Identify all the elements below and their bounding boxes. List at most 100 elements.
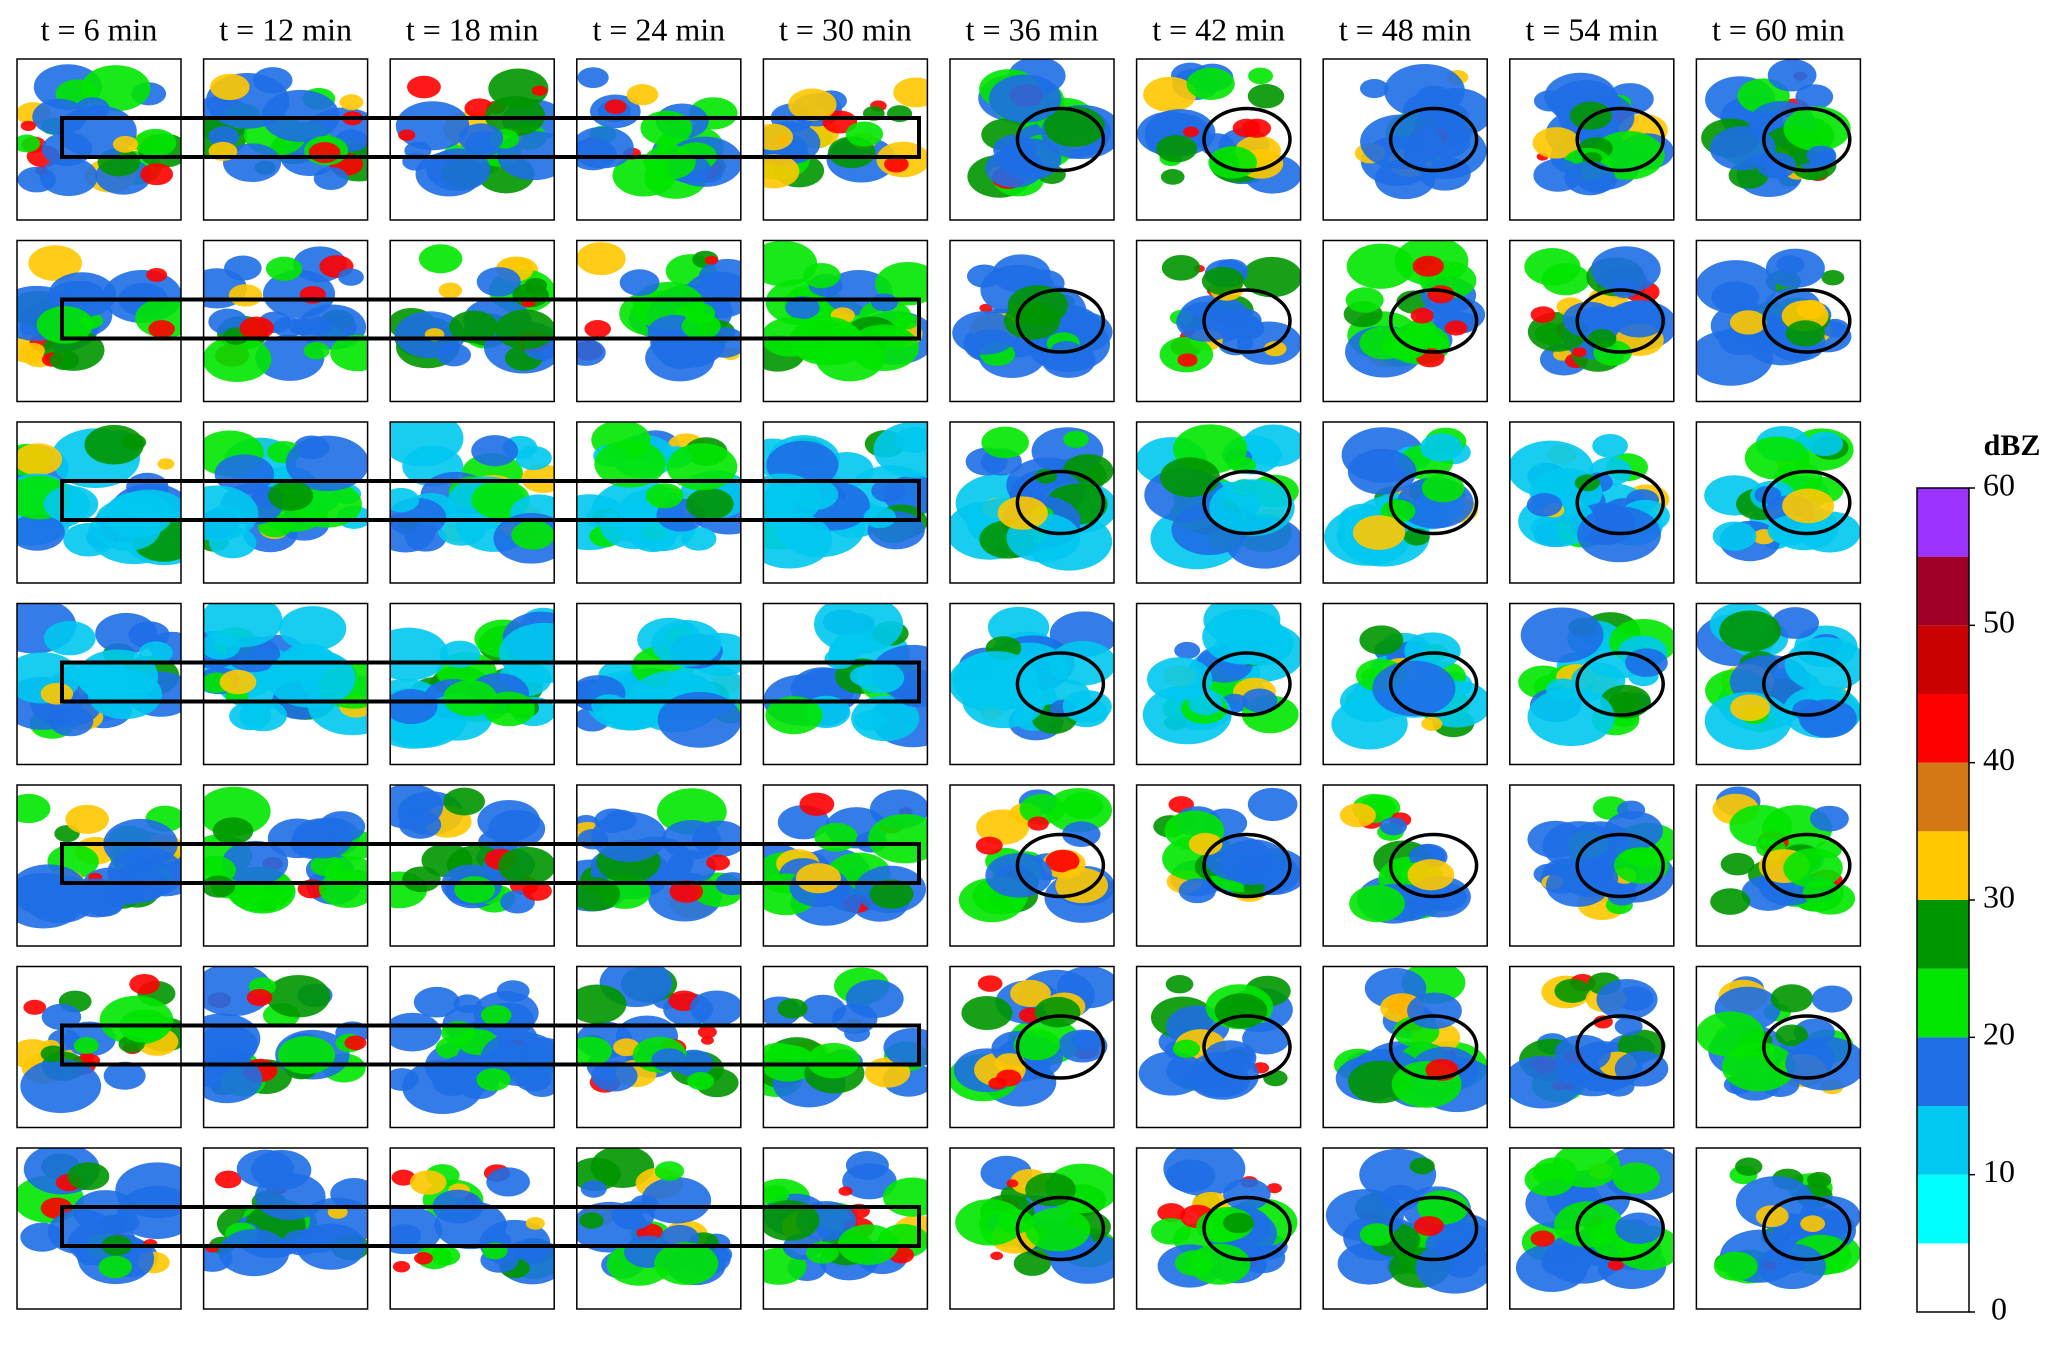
echo — [1409, 1157, 1435, 1175]
echo-field — [1710, 786, 1856, 915]
echo — [814, 603, 904, 654]
panel-frame — [1695, 965, 1862, 1129]
echo — [998, 138, 1062, 180]
echo — [777, 998, 808, 1019]
echo — [1010, 979, 1051, 1008]
echo — [1384, 63, 1465, 118]
panel-frame — [202, 784, 369, 947]
echo — [480, 1005, 512, 1026]
echo — [522, 881, 552, 901]
radar-panel — [762, 965, 929, 1129]
echo — [239, 316, 275, 340]
colorbar-band — [1917, 1174, 1969, 1244]
radar-panel — [762, 1147, 929, 1310]
echo — [453, 994, 482, 1014]
colorbar-tick-label: 60 — [1983, 466, 2015, 502]
highlight-ellipse — [1015, 1014, 1106, 1080]
echo-field — [1325, 1148, 1488, 1294]
echo — [65, 804, 109, 834]
echo — [1160, 457, 1220, 498]
echo — [1186, 67, 1235, 100]
echo — [285, 435, 368, 492]
colorbar-band — [1917, 968, 1969, 1038]
echo — [1188, 692, 1223, 716]
echo — [17, 134, 41, 153]
echo — [1596, 979, 1658, 1020]
echo — [239, 699, 288, 732]
echo-field — [1150, 1148, 1298, 1288]
echo — [1410, 307, 1434, 324]
echo — [600, 502, 670, 550]
echo-field — [1339, 794, 1471, 924]
echo-field — [1532, 72, 1674, 196]
echo — [1241, 256, 1301, 298]
colorbar-band — [1917, 762, 1969, 832]
echo — [303, 316, 332, 336]
panel-frame — [16, 965, 182, 1129]
echo — [1615, 1212, 1663, 1244]
radar-panel — [576, 239, 742, 403]
radar-panel — [202, 602, 369, 766]
panel-frame — [949, 421, 1115, 584]
echo-field — [1138, 975, 1293, 1100]
echo — [1721, 1042, 1796, 1092]
echo — [651, 620, 722, 667]
echo — [1712, 521, 1757, 551]
echo-field — [576, 966, 741, 1098]
echo — [43, 620, 96, 656]
radar-panel — [576, 58, 742, 221]
echo-field — [1334, 966, 1488, 1113]
echo — [1515, 1243, 1588, 1292]
column-title: t = 42 min — [1152, 11, 1285, 47]
highlight-ellipse — [1762, 469, 1852, 536]
echo — [438, 282, 463, 299]
radar-panel — [202, 1147, 369, 1310]
echo-field — [763, 967, 928, 1108]
echo — [1160, 168, 1185, 185]
highlight-ellipse — [1575, 832, 1665, 899]
panel-frame — [762, 1147, 929, 1310]
echo — [1421, 474, 1465, 503]
echo — [697, 1025, 717, 1039]
panel-frame — [1322, 58, 1488, 221]
panel-frame — [1322, 239, 1488, 403]
radar-panel — [1695, 602, 1862, 766]
highlight-ellipse — [1762, 106, 1852, 173]
radar-panel — [1695, 421, 1862, 584]
echo — [443, 680, 498, 717]
radar-panel — [1509, 784, 1675, 947]
radar-panel — [1509, 58, 1675, 221]
echo-field — [1153, 787, 1301, 904]
echo — [1509, 1055, 1583, 1109]
echo — [267, 818, 328, 859]
echo — [1771, 607, 1820, 639]
echo — [214, 454, 275, 494]
echo — [398, 129, 416, 141]
echo — [148, 320, 175, 338]
echo — [525, 1216, 545, 1230]
highlight-ellipse — [1575, 469, 1665, 536]
radar-panel — [1695, 784, 1862, 947]
echo — [795, 863, 841, 894]
echo — [303, 342, 330, 360]
echo — [641, 1176, 712, 1224]
radar-panel — [576, 1147, 742, 1310]
echo — [894, 313, 919, 330]
echo — [1025, 1207, 1091, 1252]
panel-frame — [576, 965, 742, 1129]
column-title: t = 36 min — [966, 11, 1099, 47]
radar-panel — [1135, 965, 1302, 1129]
highlight-ellipse — [1202, 1195, 1292, 1262]
echo — [869, 879, 914, 909]
echo-field — [576, 1148, 733, 1286]
echo — [1263, 1069, 1288, 1087]
echo-field — [576, 242, 741, 382]
echo — [1163, 1148, 1246, 1197]
echo — [577, 67, 609, 89]
radar-panel — [576, 784, 742, 947]
echo — [685, 488, 734, 520]
radar-panel — [949, 784, 1115, 947]
echo — [1339, 803, 1376, 828]
panel-frame — [389, 1147, 555, 1310]
